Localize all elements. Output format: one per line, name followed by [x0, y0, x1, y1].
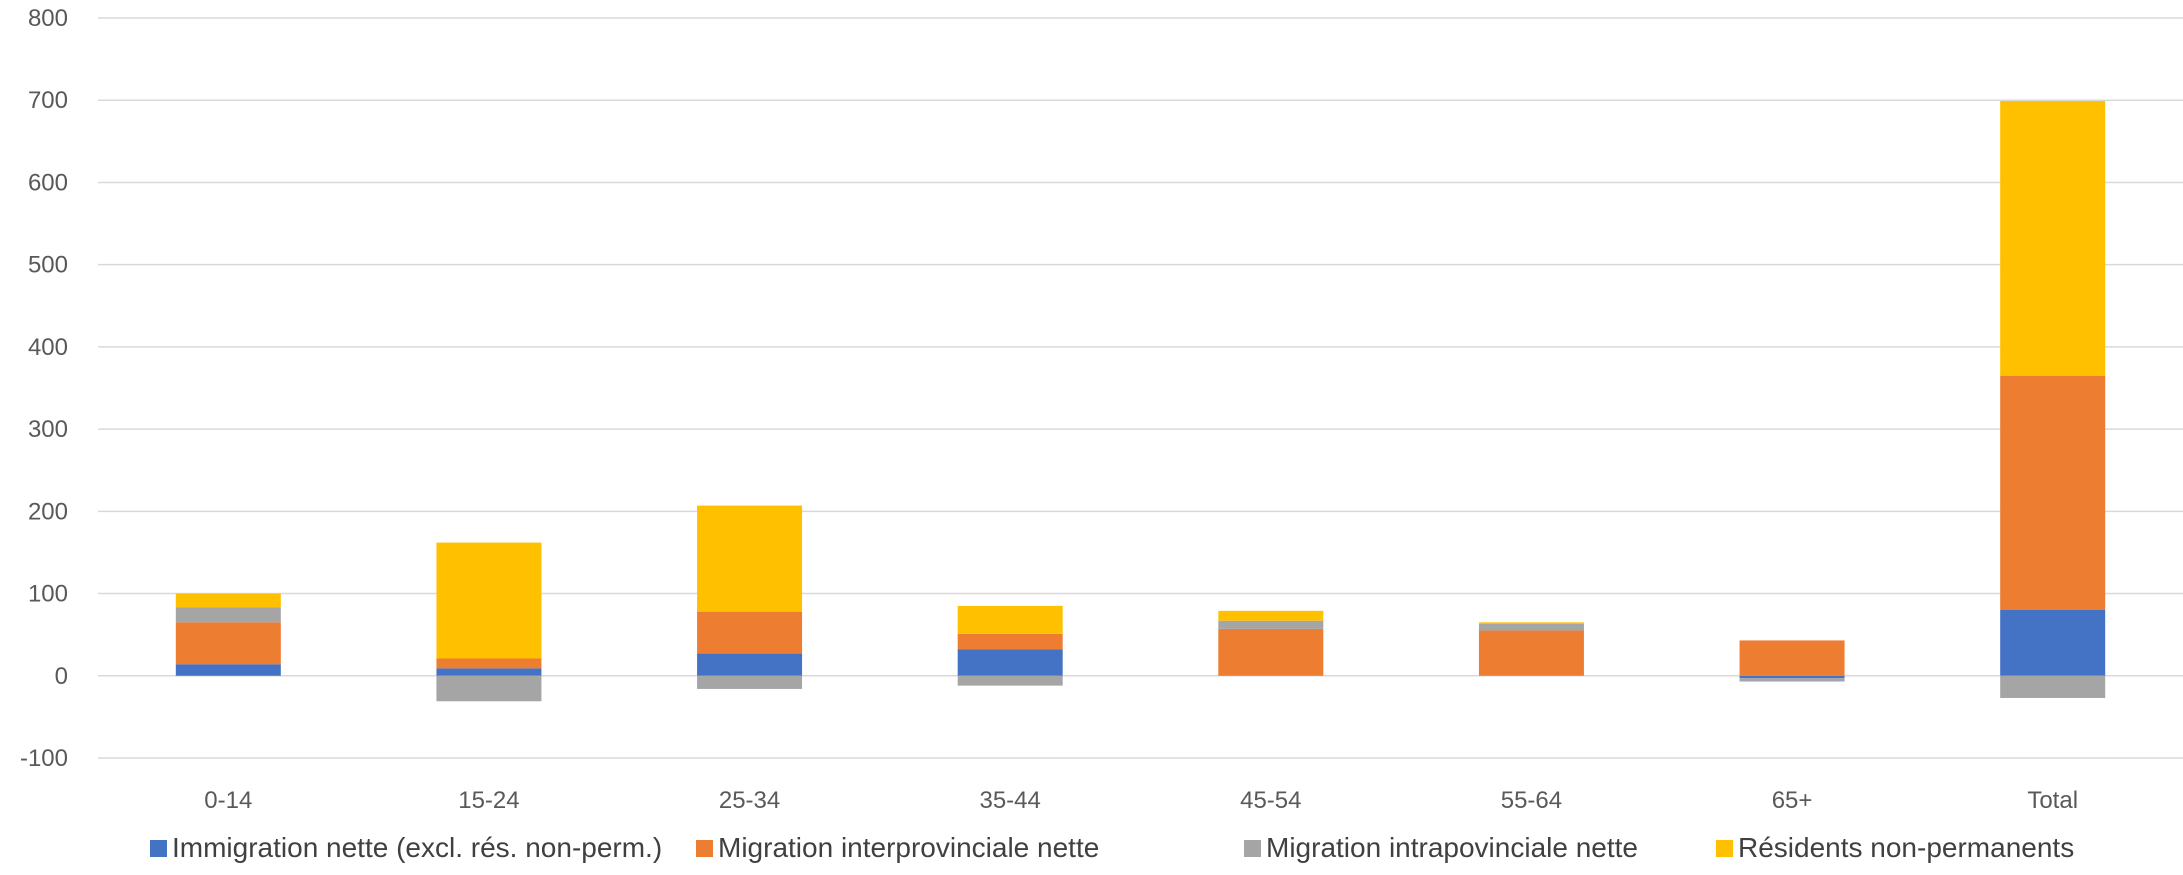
bar-segment	[1218, 610, 1324, 621]
legend-label: Migration interprovinciale nette	[718, 832, 1099, 863]
bar-segment	[1478, 630, 1584, 676]
legend-label: Résidents non-permanents	[1738, 832, 2074, 863]
x-tick-label: 25-34	[719, 787, 780, 814]
bar-segment	[697, 505, 803, 612]
bar-segment	[1739, 675, 1845, 679]
y-tick-label: 700	[28, 87, 68, 114]
bar-segment	[2000, 610, 2106, 676]
x-axis-ticks: 0-14 15-24 25-34 35-44 45-54 55-64 65+ Total	[204, 787, 2078, 814]
bar-segment	[1739, 640, 1845, 676]
bar-segment	[436, 658, 542, 669]
y-tick-label: 100	[28, 581, 68, 608]
bar-segment	[175, 622, 281, 665]
y-tick-label: 800	[28, 5, 68, 32]
bar-segment	[957, 675, 1063, 686]
bar-segment	[1478, 623, 1584, 631]
y-tick-label: 300	[28, 416, 68, 443]
bar-segment	[436, 542, 542, 659]
legend: Immigration nette (excl. rés. non-perm.)…	[150, 832, 2074, 863]
x-tick-label: 55-64	[1501, 787, 1562, 814]
y-tick-label: 600	[28, 169, 68, 196]
legend-label: Migration intrapovinciale nette	[1266, 832, 1638, 863]
x-tick-label: 65+	[1772, 787, 1813, 814]
bar-segment	[1478, 622, 1584, 624]
bar-segment	[957, 649, 1063, 676]
bar-segment	[2000, 675, 2106, 698]
bar-segment	[697, 675, 803, 689]
bar-segment	[1739, 678, 1845, 682]
y-tick-label: 500	[28, 252, 68, 279]
legend-swatch	[150, 840, 167, 857]
bar-segment	[697, 611, 803, 654]
y-tick-label: -100	[20, 745, 68, 772]
y-axis-ticks: -100 0 100 200 300 400 500 600 700 800	[20, 5, 68, 772]
bar-segment	[2000, 375, 2106, 610]
bar-segment	[436, 668, 542, 676]
legend-swatch	[1244, 840, 1261, 857]
y-tick-label: 200	[28, 498, 68, 525]
bar-segment	[175, 593, 281, 608]
bar-segment	[436, 675, 542, 702]
bar-segment	[175, 607, 281, 623]
legend-swatch	[1716, 840, 1733, 857]
legend-label: Immigration nette (excl. rés. non-perm.)	[172, 832, 662, 863]
bar-segment	[2000, 101, 2106, 376]
x-tick-label: 45-54	[1240, 787, 1301, 814]
bar-segment	[697, 653, 803, 676]
y-tick-label: 0	[55, 663, 68, 690]
legend-swatch	[696, 840, 713, 857]
y-tick-label: 400	[28, 334, 68, 361]
bar-segment	[1218, 628, 1324, 676]
x-tick-label: 35-44	[979, 787, 1040, 814]
bar-segment	[957, 633, 1063, 650]
gridlines	[98, 17, 2183, 759]
bar-segment	[1218, 620, 1324, 629]
bar-segment	[175, 664, 281, 676]
x-tick-label: 15-24	[458, 787, 519, 814]
bars	[175, 101, 2106, 702]
bar-segment	[957, 605, 1063, 634]
x-tick-label: 0-14	[204, 787, 252, 814]
x-tick-label: Total	[2027, 787, 2078, 814]
